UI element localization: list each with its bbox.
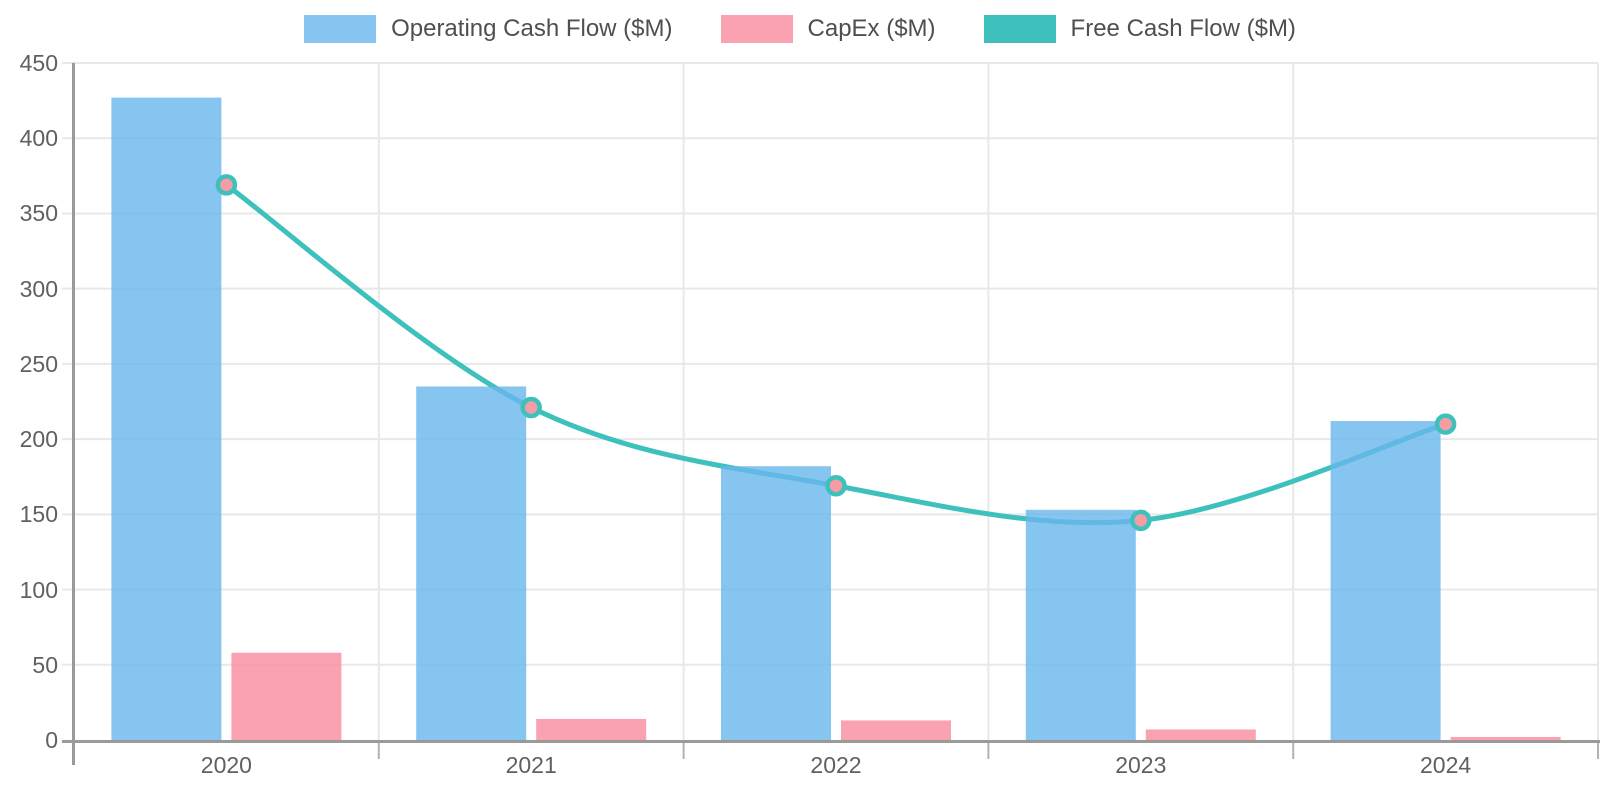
bar-operating-cash-flow-m-2020[interactable]	[111, 97, 222, 740]
y-axis-tick-label: 450	[19, 50, 58, 76]
legend-swatch-capex-icon	[720, 15, 793, 43]
bar-capex-m-2023[interactable]	[1145, 729, 1256, 740]
x-axis-tick-label: 2021	[505, 752, 557, 778]
legend-label-capex: CapEx ($M)	[807, 15, 936, 42]
legend-item-operating-cash-flow[interactable]: Operating Cash Flow ($M)	[304, 15, 673, 43]
legend-item-capex[interactable]: CapEx ($M)	[720, 15, 936, 43]
y-axis-tick-label: 0	[45, 727, 58, 753]
y-axis-tick-label: 250	[19, 350, 58, 377]
bar-capex-m-2020[interactable]	[231, 652, 342, 740]
point-free-cash-flow-m-2021[interactable]	[520, 396, 542, 419]
bar-operating-cash-flow-m-2023[interactable]	[1025, 509, 1136, 740]
y-axis-tick-label: 50	[32, 651, 58, 678]
x-axis-tick-label: 2023	[1115, 752, 1167, 778]
legend-label-operating-cash-flow: Operating Cash Flow ($M)	[391, 15, 673, 42]
y-axis-tick-label: 200	[19, 426, 58, 453]
legend-label-free-cash-flow: Free Cash Flow ($M)	[1070, 15, 1296, 42]
bar-capex-m-2022[interactable]	[841, 720, 951, 740]
bar-operating-cash-flow-m-2022[interactable]	[721, 466, 831, 740]
bar-operating-cash-flow-m-2021[interactable]	[416, 386, 527, 740]
y-axis-tick-label: 300	[19, 275, 58, 302]
y-axis-tick-label: 400	[19, 125, 58, 152]
x-axis-tick-label: 2020	[200, 752, 252, 778]
y-axis-tick-label: 350	[19, 200, 58, 227]
chart-legend: Operating Cash Flow ($M) CapEx ($M) Free…	[0, 15, 1600, 43]
bar-capex-m-2024[interactable]	[1450, 736, 1561, 740]
point-free-cash-flow-m-2022[interactable]	[825, 474, 847, 497]
x-axis-tick-label: 2024	[1420, 752, 1472, 778]
bar-operating-cash-flow-m-2024[interactable]	[1330, 421, 1441, 740]
x-axis-tick-label: 2022	[810, 752, 862, 778]
y-axis-tick-label: 150	[19, 501, 58, 528]
legend-swatch-operating-cash-flow-icon	[304, 15, 377, 43]
y-axis-tick-label: 100	[19, 576, 58, 603]
point-free-cash-flow-m-2020[interactable]	[215, 174, 238, 196]
point-free-cash-flow-m-2023[interactable]	[1130, 509, 1152, 532]
point-free-cash-flow-m-2024[interactable]	[1434, 413, 1457, 435]
bar-capex-m-2021[interactable]	[536, 718, 647, 740]
legend-swatch-free-cash-flow-icon	[983, 15, 1056, 43]
line-free-cash-flow-m	[223, 182, 1449, 526]
legend-item-free-cash-flow[interactable]: Free Cash Flow ($M)	[983, 15, 1296, 43]
